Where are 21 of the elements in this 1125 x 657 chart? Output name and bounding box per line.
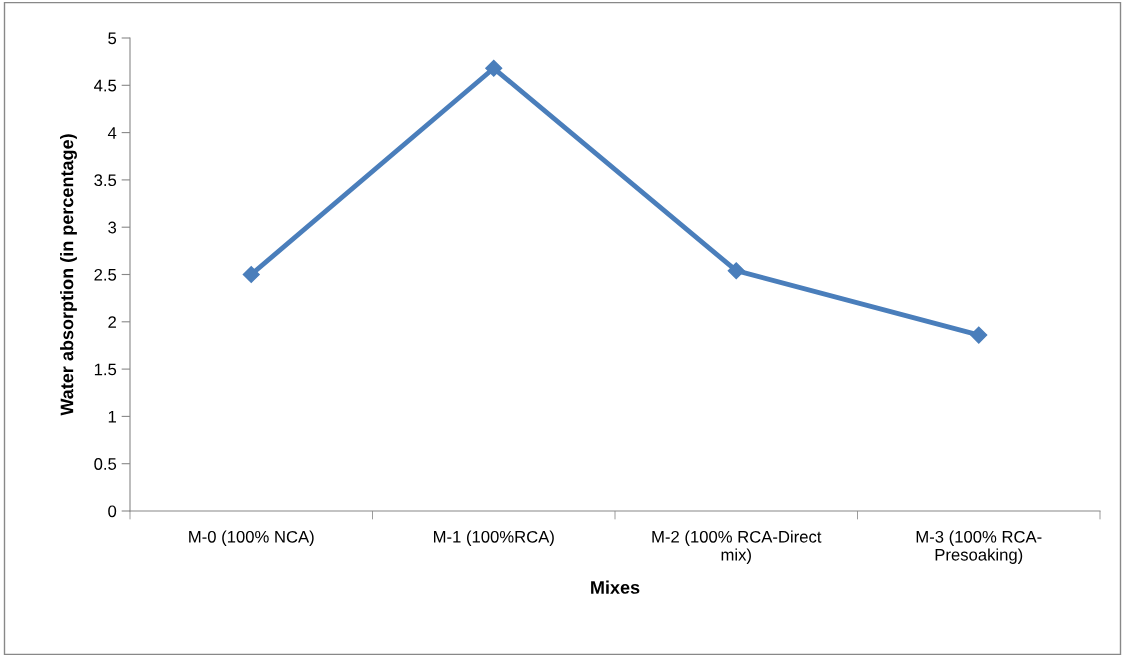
y-tick-label: 4 <box>107 127 117 139</box>
x-tick-label: M-0 (100% NCA) <box>189 530 314 546</box>
x-tick-label: M-2 (100% RCA-Direct mix) <box>652 530 822 564</box>
y-tick-label: 2 <box>108 316 116 328</box>
point <box>727 262 745 280</box>
y-tick-label: 3.5 <box>94 174 117 187</box>
y-tick-label: 3 <box>108 221 117 234</box>
x-axis-title: Mixes <box>591 580 640 594</box>
y-tick-label: 0.5 <box>94 458 117 470</box>
y-tick-label: 1 <box>108 410 116 423</box>
point <box>485 59 503 77</box>
point <box>970 326 988 344</box>
x-tick-label: M-1 (100%RCA) <box>433 530 554 546</box>
y-tick-label: 5 <box>108 32 117 45</box>
x-tick-label: M-3 (100% RCA- Presoaking) <box>916 530 1042 564</box>
point <box>242 265 260 284</box>
y-tick-label: 4.5 <box>94 79 117 92</box>
y-tick-label: 1.5 <box>94 363 117 376</box>
y-axis-title: Water absorption (in percentage) <box>60 134 77 416</box>
y-tick-label: 0 <box>108 505 117 518</box>
y-tick-label: 2.5 <box>94 268 117 281</box>
